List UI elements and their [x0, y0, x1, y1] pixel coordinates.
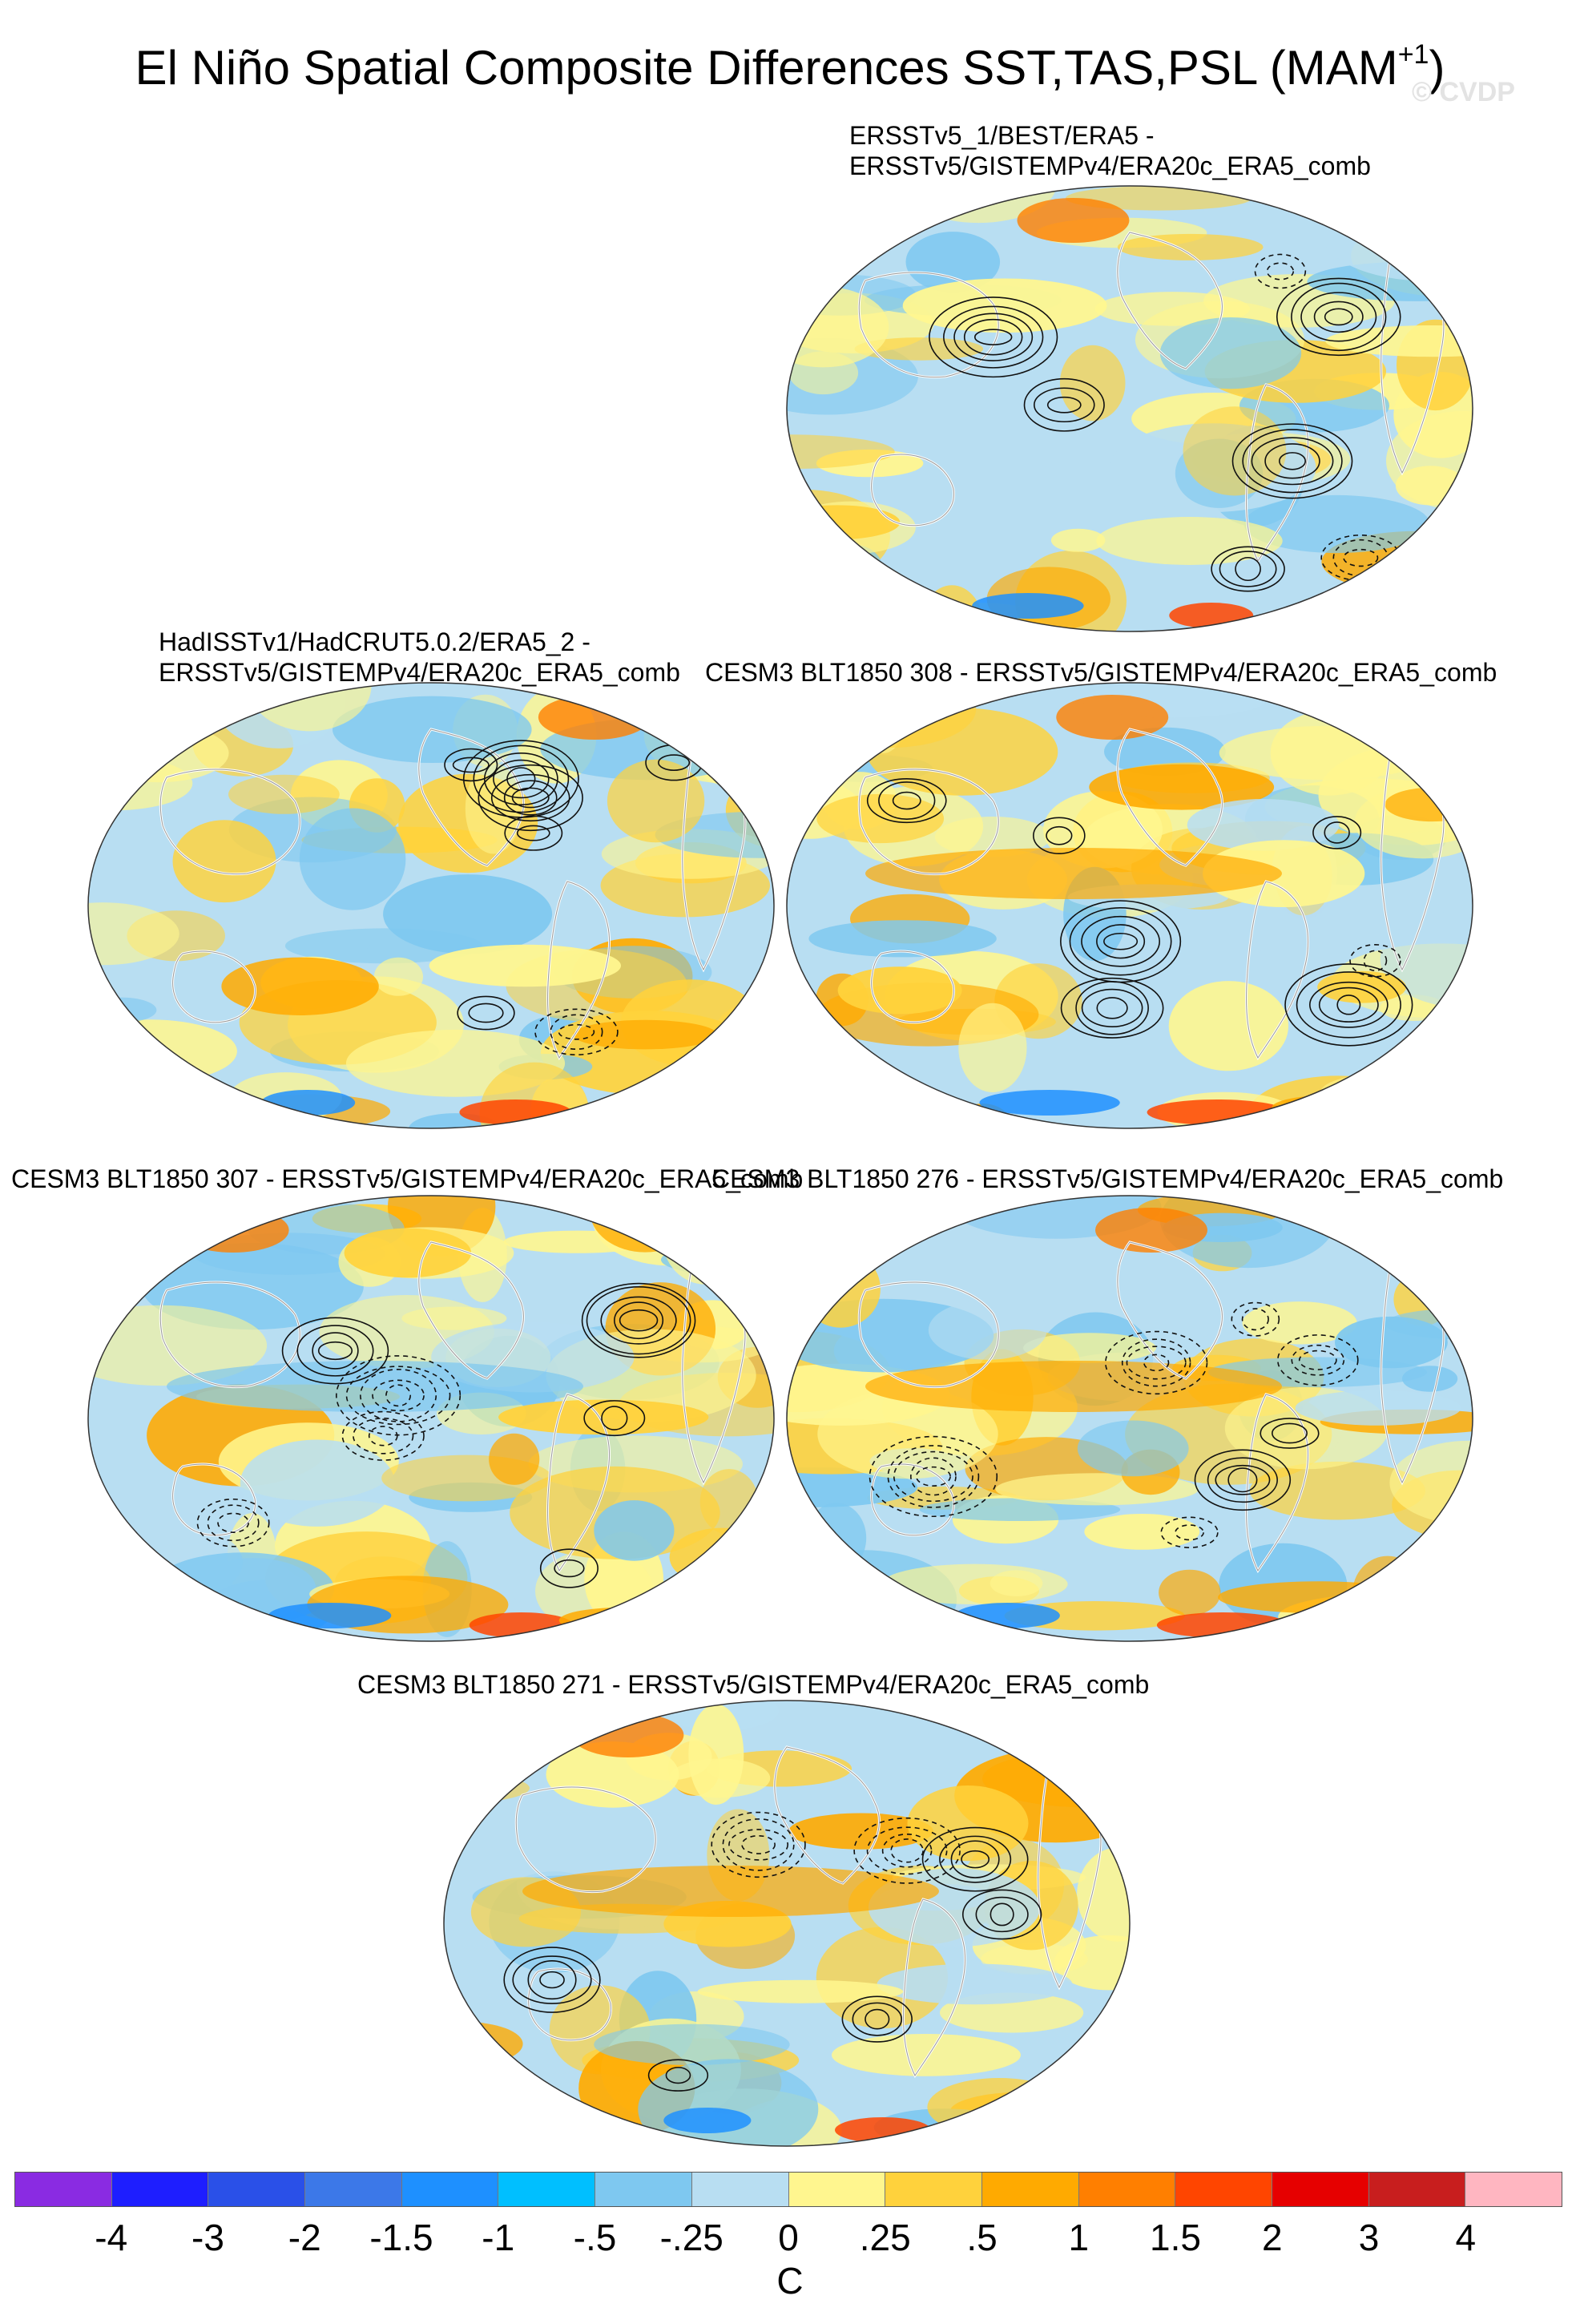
figure-title-close: )	[1429, 41, 1445, 95]
colorbar-tick-label: 3	[1358, 2217, 1380, 2258]
colorbar-swatch	[401, 2173, 499, 2206]
colorbar-swatch	[498, 2173, 596, 2206]
panel-label-2-line1: HadISSTv1/HadCRUT5.0.2/ERA5_2 -	[159, 627, 590, 656]
colorbar-swatch	[1465, 2173, 1562, 2206]
panel-label-5-line1: CESM3 BLT1850 276 - ERSSTv5/GISTEMPv4/ER…	[711, 1164, 1504, 1193]
colorbar-tick-label: -4	[95, 2217, 128, 2258]
panel-label-4-line1: CESM3 BLT1850 307 - ERSSTv5/GISTEMPv4/ER…	[11, 1164, 804, 1193]
colorbar-swatch	[1272, 2173, 1369, 2206]
panel-label-3: CESM3 BLT1850 308 - ERSSTv5/GISTEMPv4/ER…	[705, 657, 1497, 688]
map-panel-3	[785, 681, 1474, 1130]
panel-label-6: CESM3 BLT1850 271 - ERSSTv5/GISTEMPv4/ER…	[357, 1669, 1149, 1700]
colorbar	[14, 2172, 1562, 2207]
panel-label-3-line1: CESM3 BLT1850 308 - ERSSTv5/GISTEMPv4/ER…	[705, 658, 1497, 687]
figure-title-superscript: +1	[1397, 39, 1429, 70]
colorbar-tick-label: 2	[1261, 2217, 1283, 2258]
colorbar-tick-label: 4	[1455, 2217, 1477, 2258]
colorbar-tick-label: .25	[859, 2217, 911, 2258]
map-panel-1	[785, 184, 1474, 633]
colorbar-tick-label: 0	[778, 2217, 799, 2258]
colorbar-swatch	[691, 2173, 789, 2206]
colorbar-swatch	[885, 2173, 982, 2206]
colorbar-swatch	[788, 2173, 886, 2206]
colorbar-tick-label: 1.5	[1150, 2217, 1201, 2258]
map-panel-2	[87, 681, 776, 1130]
map-panel-5	[785, 1194, 1474, 1643]
map-panel-6	[442, 1699, 1131, 2148]
colorbar-swatch	[15, 2173, 112, 2206]
colorbar-swatch	[111, 2173, 209, 2206]
panel-label-5: CESM3 BLT1850 276 - ERSSTv5/GISTEMPv4/ER…	[711, 1164, 1503, 1194]
colorbar-swatch	[1368, 2173, 1466, 2206]
panel-label-6-line1: CESM3 BLT1850 271 - ERSSTv5/GISTEMPv4/ER…	[357, 1670, 1150, 1699]
panel-label-1-line1: ERSSTv5_1/BEST/ERA5 -	[849, 121, 1155, 150]
colorbar-units: C	[776, 2260, 804, 2302]
panel-label-1-line2: ERSSTv5/GISTEMPv4/ERA20c_ERA5_comb	[849, 151, 1371, 180]
colorbar-tick-label: -.25	[659, 2217, 723, 2258]
figure-title: El Niño Spatial Composite Differences SS…	[0, 22, 1580, 100]
map-panel-4	[87, 1194, 776, 1643]
colorbar-swatch	[595, 2173, 692, 2206]
colorbar-tick-label: .5	[966, 2217, 998, 2258]
colorbar-tick-label: 1	[1068, 2217, 1090, 2258]
panel-label-2-line2: ERSSTv5/GISTEMPv4/ERA20c_ERA5_comb	[159, 658, 680, 687]
panel-label-1: ERSSTv5_1/BEST/ERA5 - ERSSTv5/GISTEMPv4/…	[849, 120, 1371, 181]
colorbar-tick-label: -1.5	[369, 2217, 433, 2258]
figure-title-text: El Niño Spatial Composite Differences SS…	[135, 41, 1398, 95]
cvdp-watermark: © CVDP	[1412, 77, 1515, 107]
colorbar-swatch	[208, 2173, 306, 2206]
colorbar-swatch	[305, 2173, 402, 2206]
colorbar-tick-label: -.5	[573, 2217, 617, 2258]
panel-label-2: HadISSTv1/HadCRUT5.0.2/ERA5_2 - ERSSTv5/…	[159, 627, 680, 688]
colorbar-tick-label: -2	[288, 2217, 321, 2258]
panel-label-4: CESM3 BLT1850 307 - ERSSTv5/GISTEMPv4/ER…	[11, 1164, 803, 1194]
colorbar-swatch	[1078, 2173, 1176, 2206]
colorbar-swatch	[981, 2173, 1079, 2206]
colorbar-tick-label: -1	[482, 2217, 515, 2258]
colorbar-swatch	[1175, 2173, 1272, 2206]
colorbar-tick-label: -3	[191, 2217, 224, 2258]
